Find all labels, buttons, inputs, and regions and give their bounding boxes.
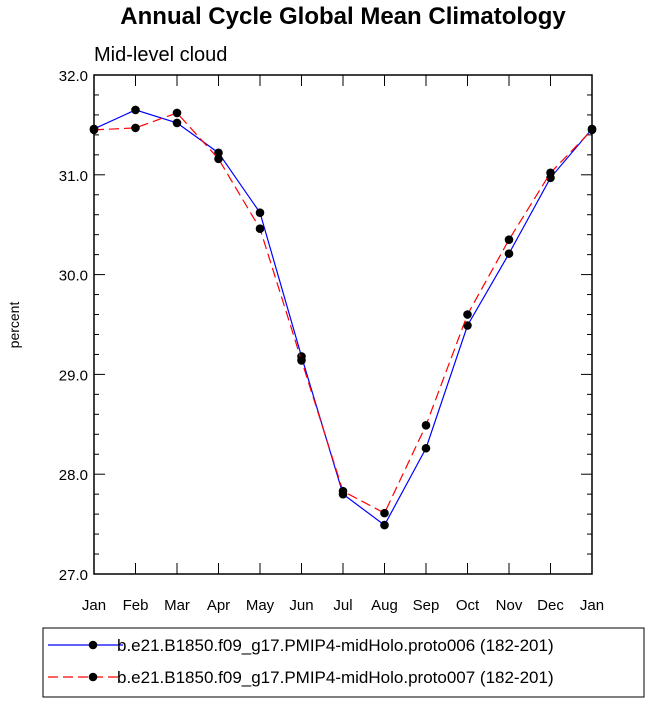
series-2-point: [172, 108, 182, 118]
series-2-point: [463, 310, 472, 319]
x-tick-label: Aug: [371, 597, 398, 614]
legend: b.e21.B1850.f09_g17.PMIP4-midHolo.proto0…: [42, 627, 645, 698]
series-layer: [89, 105, 597, 530]
x-tick-label: Oct: [456, 597, 480, 614]
x-tick-label: Jan: [82, 597, 106, 614]
y-tick-label: 32.0: [59, 68, 88, 85]
x-tick-label: Nov: [496, 597, 523, 614]
series-2-point: [297, 356, 306, 365]
series-1-point: [131, 105, 140, 115]
series-1-point: [504, 249, 514, 258]
x-tick-label: Sep: [413, 597, 440, 614]
plot-frame: [93, 74, 593, 575]
series-1-point: [172, 118, 182, 128]
x-tick-label: May: [246, 597, 275, 614]
series-1-point: [421, 443, 431, 453]
x-tick-label: Jul: [333, 597, 352, 614]
series-2-point: [504, 235, 514, 244]
legend-label-series-1: b.e21.B1850.f09_g17.PMIP4-midHolo.proto0…: [117, 636, 554, 655]
y-axis-label: percent: [6, 302, 22, 349]
x-tick-label: Apr: [207, 597, 230, 614]
series-1-point: [463, 321, 472, 330]
x-tick-label: Jan: [580, 597, 604, 614]
chart-subtitle: Mid-level cloud: [94, 44, 227, 66]
y-tick-label: 29.0: [59, 367, 88, 384]
legend-marker-series-1: [88, 640, 98, 650]
series-line-1: [93, 109, 593, 526]
y-tick-label: 31.0: [59, 168, 88, 185]
series-1-point: [255, 208, 265, 218]
ticks-layer: Jan Feb Mar Apr May Jun Jul Aug Sep Oct Nov Dec Jan 2…: [59, 68, 604, 614]
series-2-point: [131, 123, 140, 133]
series-2-point: [214, 154, 223, 164]
x-tick-label: Feb: [123, 597, 149, 614]
series-2-point: [421, 420, 431, 430]
series-2-point: [380, 508, 389, 518]
legend-box: [42, 627, 645, 698]
legend-marker-series-2: [88, 672, 98, 682]
series-1-point: [380, 520, 389, 530]
y-tick-label: 27.0: [59, 567, 88, 584]
legend-label-series-2: b.e21.B1850.f09_g17.PMIP4-midHolo.proto0…: [117, 668, 554, 687]
chart-title: Annual Cycle Global Mean Climatology: [120, 3, 566, 30]
x-tick-label: Dec: [537, 597, 564, 614]
series-2-point: [338, 486, 348, 496]
x-tick-label: Mar: [164, 597, 190, 614]
x-tick-label: Jun: [289, 597, 313, 614]
y-tick-label: 30.0: [59, 268, 88, 285]
series-1-point: [214, 148, 223, 158]
series-line-2: [93, 112, 593, 514]
series-2-point: [546, 168, 555, 178]
y-tick-label: 28.0: [59, 467, 88, 484]
series-2-point: [255, 224, 265, 233]
